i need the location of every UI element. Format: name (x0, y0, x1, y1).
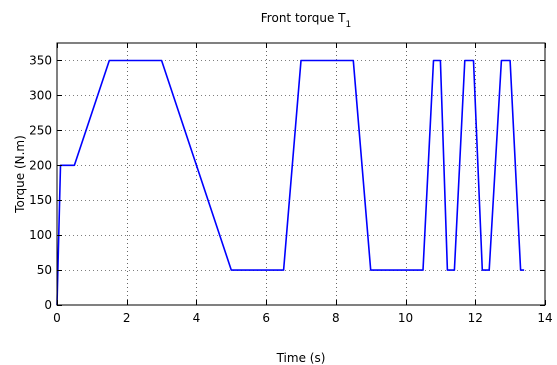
y-tick-label: 250 (29, 123, 52, 137)
x-tick-label: 6 (262, 311, 270, 325)
y-tick-label: 0 (44, 298, 52, 312)
x-tick-label: 2 (123, 311, 131, 325)
plot-area (57, 43, 545, 305)
y-axis-label: Torque (N.m) (13, 135, 27, 214)
tick-labels: 0 2 4 6 8 10 12 14 0 50 100 150 200 250 300 350 (29, 53, 553, 325)
x-tick-label: 12 (468, 311, 483, 325)
y-tick-label: 100 (29, 228, 52, 242)
x-tick-label: 4 (193, 311, 201, 325)
x-axis-label: Time (s) (276, 351, 326, 365)
plot-frame (56, 42, 546, 306)
series-line-front-torque (56, 59, 525, 306)
x-tick-label: 8 (332, 311, 340, 325)
x-tick-label: 14 (537, 311, 552, 325)
x-tick-label: 10 (398, 311, 413, 325)
tick-marks (57, 43, 546, 306)
y-tick-label: 150 (29, 193, 52, 207)
chart-title-subscript: 1 (345, 20, 351, 30)
x-tick-label: 0 (53, 311, 61, 325)
chart-title: Front torque T1 (261, 11, 351, 30)
y-tick-label: 200 (29, 158, 52, 172)
chart-title-main: Front torque T (261, 11, 346, 25)
y-tick-label: 50 (37, 263, 52, 277)
series-layer (56, 59, 525, 306)
y-tick-label: 350 (29, 53, 52, 67)
y-tick-label: 300 (29, 88, 52, 102)
